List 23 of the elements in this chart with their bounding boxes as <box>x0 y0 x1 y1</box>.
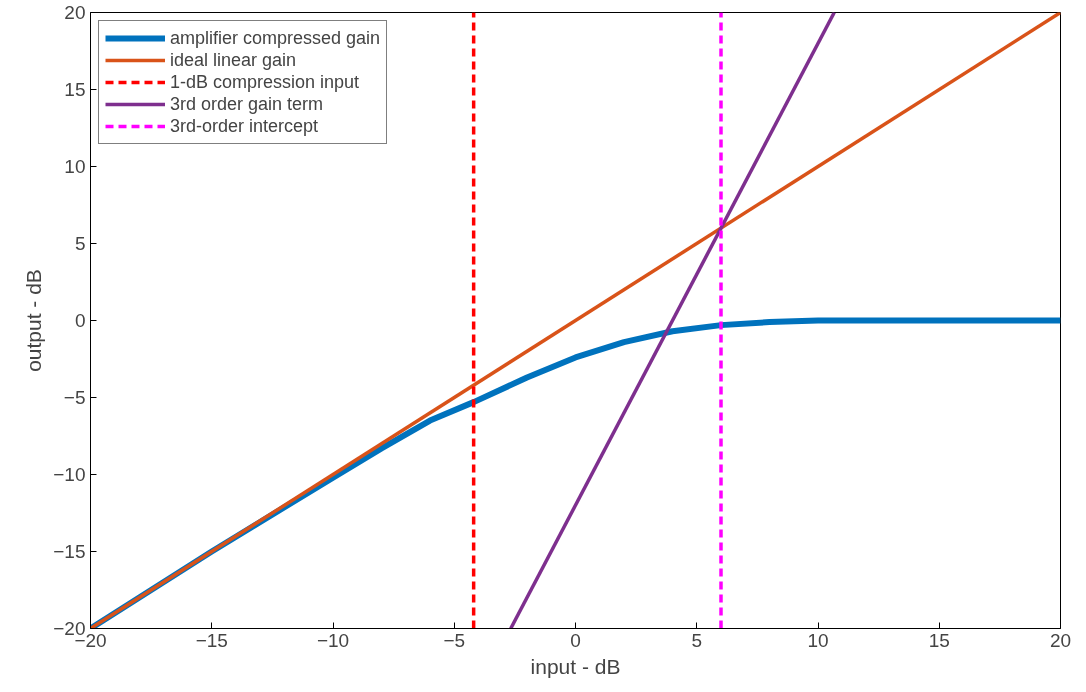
legend-label: 3rd order gain term <box>170 93 324 115</box>
y-tick-label: 20 <box>64 2 86 23</box>
legend-label: amplifier compressed gain <box>170 27 381 49</box>
x-tick-label: −15 <box>195 629 228 651</box>
x-tick-label: −5 <box>443 629 466 651</box>
legend-label: ideal linear gain <box>170 49 297 71</box>
legend-label: 1-dB compression input <box>170 71 360 93</box>
x-tick-label: 10 <box>807 629 829 651</box>
y-tick-label: 5 <box>74 233 86 254</box>
y-tick-label: 0 <box>74 310 86 331</box>
x-tick-label: −10 <box>316 629 350 651</box>
y-tick-label: 10 <box>64 156 86 177</box>
y-axis-title: output - dB <box>22 269 46 372</box>
x-tick-label: 5 <box>691 629 703 651</box>
legend-label: 3rd-order intercept <box>170 115 319 137</box>
y-tick-label: −10 <box>53 464 86 485</box>
x-tick-label: 20 <box>1049 629 1072 651</box>
x-tick-label: 0 <box>570 629 581 651</box>
y-tick-label: 15 <box>64 79 86 100</box>
x-axis-title: input - dB <box>530 654 621 678</box>
y-tick-label: −15 <box>53 541 86 562</box>
y-tick-label: −5 <box>63 387 86 408</box>
x-tick-label: 15 <box>928 629 950 651</box>
